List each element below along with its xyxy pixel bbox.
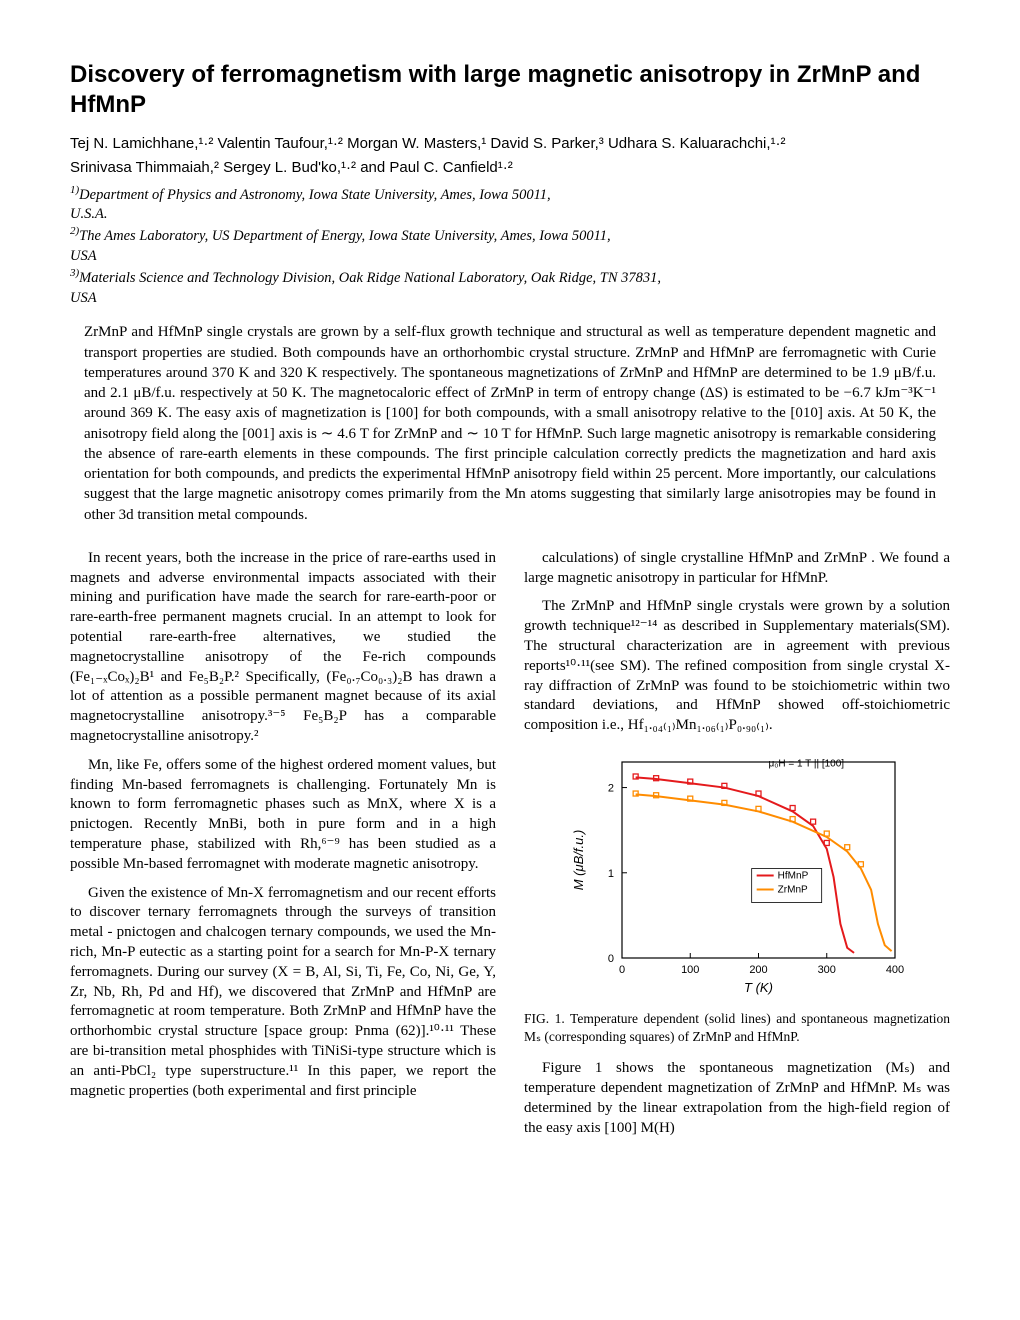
figure-1-caption: FIG. 1. Temperature dependent (solid lin…: [524, 1010, 950, 1045]
svg-text:T (K): T (K): [744, 980, 773, 995]
affil-sup-1: 1): [70, 184, 79, 196]
affil-text-2: The Ames Laboratory, US Department of En…: [79, 228, 611, 244]
affil-sup-2: 2): [70, 225, 79, 237]
affil-text-1: Department of Physics and Astronomy, Iow…: [79, 186, 550, 202]
svg-text:200: 200: [749, 964, 767, 976]
affil-sup-3: 3): [70, 267, 79, 279]
svg-text:μ₀H = 1 T || [100]: μ₀H = 1 T || [100]: [768, 758, 844, 769]
figure-1-chart: 0 100 200 300 400 0 1 2 T (K) M (μB/f.u.) μ₀H = 1 …: [567, 750, 907, 1000]
body-columns: In recent years, both the increase in th…: [70, 549, 950, 1147]
affiliation-1: 1)Department of Physics and Astronomy, I…: [70, 183, 950, 205]
para-l2: Mn, like Fe, offers some of the highest …: [70, 756, 496, 875]
para-r2: The ZrMnP and HfMnP single crystals were…: [524, 597, 950, 736]
svg-text:ZrMnP: ZrMnP: [778, 885, 808, 896]
svg-text:100: 100: [681, 964, 699, 976]
affiliation-3b: USA: [70, 289, 950, 309]
affiliation-3: 3)Materials Science and Technology Divis…: [70, 266, 950, 288]
author-list-line1: Tej N. Lamichhane,¹·² Valentin Taufour,¹…: [70, 134, 950, 154]
para-r3: Figure 1 shows the spontaneous magnetiza…: [524, 1059, 950, 1138]
figure-1: 0 100 200 300 400 0 1 2 T (K) M (μB/f.u.) μ₀H = 1 …: [524, 750, 950, 1000]
svg-text:1: 1: [608, 868, 614, 880]
svg-text:400: 400: [886, 964, 904, 976]
para-r1: calculations) of single crystalline HfMn…: [524, 549, 950, 589]
svg-text:2: 2: [608, 783, 614, 795]
para-l3: Given the existence of Mn-X ferromagneti…: [70, 884, 496, 1102]
affiliation-2: 2)The Ames Laboratory, US Department of …: [70, 224, 950, 246]
left-column: In recent years, both the increase in th…: [70, 549, 496, 1147]
paper-title: Discovery of ferromagnetism with large m…: [70, 60, 950, 120]
abstract: ZrMnP and HfMnP single crystals are grow…: [70, 322, 950, 525]
affiliation-1b: U.S.A.: [70, 205, 950, 225]
svg-text:M (μB/f.u.): M (μB/f.u.): [571, 830, 586, 891]
affiliation-2b: USA: [70, 247, 950, 267]
svg-text:0: 0: [619, 964, 625, 976]
right-column: calculations) of single crystalline HfMn…: [524, 549, 950, 1147]
author-list-line2: Srinivasa Thimmaiah,² Sergey L. Bud'ko,¹…: [70, 158, 950, 178]
svg-text:HfMnP: HfMnP: [778, 871, 809, 882]
svg-text:300: 300: [818, 964, 836, 976]
affil-text-3: Materials Science and Technology Divisio…: [79, 270, 661, 286]
svg-text:0: 0: [608, 953, 614, 965]
para-l1: In recent years, both the increase in th…: [70, 549, 496, 747]
